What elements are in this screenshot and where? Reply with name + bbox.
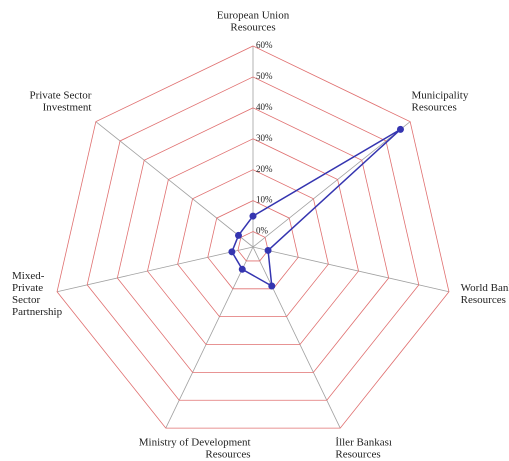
grid-ring (56, 45, 450, 429)
tick-label: 0% (256, 226, 269, 236)
spoke (95, 121, 254, 248)
data-point (396, 125, 404, 133)
tick-label: 60% (256, 40, 273, 50)
data-point (268, 282, 276, 290)
category-label: Partnership (12, 306, 63, 318)
category-label: Resources (230, 22, 275, 34)
grid-ring (86, 76, 420, 401)
tick-label: 40% (256, 102, 273, 112)
category-label: Resources (335, 448, 380, 460)
grid-ring (147, 138, 359, 345)
category-label: European Union (217, 10, 290, 22)
category-label: Private Sector (29, 90, 91, 102)
category-label: World Bank (461, 282, 509, 294)
data-point (228, 248, 236, 256)
data-point (238, 265, 246, 273)
tick-label: 10% (256, 195, 273, 205)
grid-ring (237, 231, 269, 262)
category-label: Resources (461, 294, 506, 306)
spoke (252, 121, 411, 248)
spoke (165, 246, 254, 429)
category-label: Resources (412, 102, 457, 114)
spoke (56, 246, 254, 293)
spoke (252, 246, 341, 429)
data-point (234, 231, 242, 239)
grid-ring (116, 107, 390, 373)
grid-ring (207, 200, 299, 290)
tick-label: 30% (256, 133, 273, 143)
tick-label: 20% (256, 164, 273, 174)
grid-ring (177, 169, 329, 318)
data-point (249, 212, 257, 220)
category-label: Resources (205, 448, 250, 460)
category-label: Sector (12, 294, 40, 306)
category-label: Municipality (412, 90, 469, 102)
series-line (231, 128, 401, 288)
category-label: Mixed- (12, 270, 45, 282)
spoke (252, 246, 450, 293)
category-label: Ministry of Development (139, 436, 251, 448)
data-point (264, 246, 272, 254)
category-label: Investment (43, 102, 92, 114)
tick-label: 50% (256, 71, 273, 81)
category-label: Private (12, 282, 43, 294)
category-label: İller Bankası (335, 436, 392, 448)
